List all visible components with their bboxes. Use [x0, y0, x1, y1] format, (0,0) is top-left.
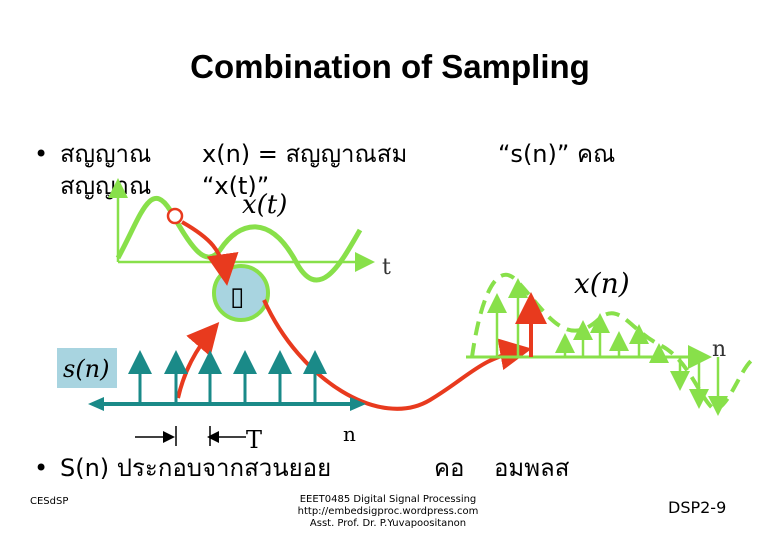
- footer-author: Asst. Prof. Dr. P.Yuvapoositanon: [309, 518, 467, 529]
- red-arrow-top: [181, 220, 239, 286]
- footer-left: CESdSP: [30, 496, 69, 507]
- xt-signal-curve: [115, 195, 363, 283]
- xn-samples: [487, 278, 728, 416]
- bullet-dot: •: [34, 140, 49, 168]
- label-xt: x(t): [242, 190, 287, 220]
- label-n-right: n: [712, 337, 726, 362]
- sn-label-box: [57, 348, 117, 388]
- sample-point-circle: [166, 207, 184, 225]
- footer-course: EEET0485 Digital Signal Processing: [299, 494, 477, 505]
- bullet-1-text-c: “s(n)” คณ: [498, 140, 616, 168]
- sample-box-glyph: ▯: [230, 282, 244, 312]
- slide-title: Combination of Sampling: [190, 48, 590, 85]
- red-arrow-up: [176, 321, 220, 399]
- bullet-2-text-d: อมพลส: [494, 454, 570, 482]
- bullet-2-text: S(n) ประกอบจากสวนยอย: [60, 454, 332, 482]
- label-n-bottom: n: [343, 422, 356, 446]
- bullet-2-text-c: คอ: [434, 454, 465, 482]
- red-arrow-long: [262, 299, 532, 411]
- label-t: t: [382, 255, 391, 280]
- footer-center: EEET0485 Digital Signal Processing http:…: [258, 494, 518, 530]
- bullet-1-text-b: x(n) = สญญาณสม: [202, 140, 408, 168]
- bullet-dot-2: •: [34, 454, 49, 482]
- bullet-1: • สญญาณ: [34, 138, 151, 170]
- sn-axis-right-arrow: [350, 397, 366, 411]
- bullet-1-text-a: สญญาณ: [60, 140, 152, 168]
- footer-url: http://embedsigproc.wordpress.com: [297, 506, 479, 517]
- xn-envelope-dashed: [470, 272, 754, 413]
- label-xn: x(n): [574, 267, 630, 300]
- label-T: T: [246, 426, 262, 454]
- sn-impulses: [128, 350, 327, 404]
- bullet-1-line2-b: “x(t)”: [202, 172, 270, 200]
- bullet-1-line2-a: สญญาณ: [60, 172, 152, 200]
- slide-number: DSP2-9: [668, 498, 727, 517]
- sn-axis-left-arrow: [88, 397, 104, 411]
- label-sn: s(n): [63, 355, 110, 383]
- bullet-2: • S(n) ประกอบจากสวนยอย: [34, 452, 331, 484]
